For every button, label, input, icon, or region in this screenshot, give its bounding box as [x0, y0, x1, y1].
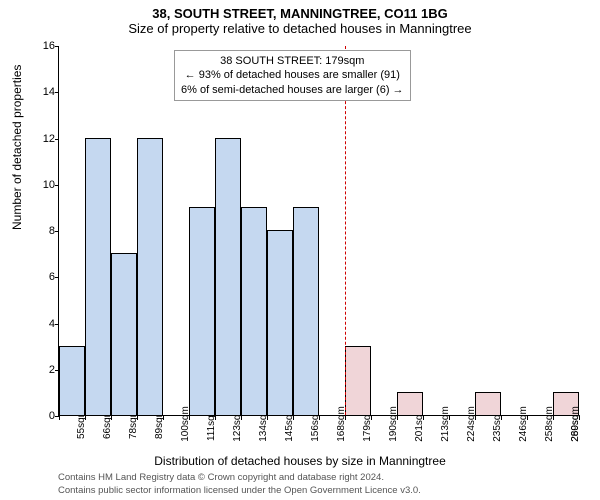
ytick-label: 16 [29, 40, 55, 52]
ytick-label: 6 [29, 271, 55, 283]
xtick-label: 213sqm [440, 406, 451, 442]
ytick-mark [55, 92, 59, 93]
histogram-bar [293, 207, 319, 415]
xtick-mark [111, 416, 112, 420]
footer-line1: Contains HM Land Registry data © Crown c… [58, 472, 421, 484]
xtick-mark [371, 416, 372, 420]
ytick-mark [55, 46, 59, 47]
ytick-label: 2 [29, 364, 55, 376]
ytick-label: 4 [29, 318, 55, 330]
footer-attribution: Contains HM Land Registry data © Crown c… [58, 472, 421, 497]
callout-line3: 6% of semi-detached houses are larger (6… [181, 83, 404, 97]
xtick-label: 280sqm [570, 406, 581, 442]
histogram-bar [345, 346, 371, 415]
histogram-bar [241, 207, 267, 415]
xtick-mark [423, 416, 424, 420]
xtick-mark [449, 416, 450, 420]
chart-subtitle: Size of property relative to detached ho… [0, 21, 600, 40]
histogram-bar [111, 253, 137, 415]
y-axis-label: Number of detached properties [10, 65, 24, 230]
ytick-mark [55, 139, 59, 140]
callout-box: 38 SOUTH STREET: 179sqm← 93% of detached… [174, 50, 411, 101]
x-axis-label: Distribution of detached houses by size … [0, 454, 600, 468]
ytick-mark [55, 324, 59, 325]
ytick-mark [55, 185, 59, 186]
xtick-mark [163, 416, 164, 420]
chart-title: 38, SOUTH STREET, MANNINGTREE, CO11 1BG [0, 0, 600, 21]
xtick-mark [215, 416, 216, 420]
histogram-bar [189, 207, 215, 415]
callout-line1: 38 SOUTH STREET: 179sqm [181, 54, 404, 68]
histogram-bar [267, 230, 293, 415]
footer-line2: Contains public sector information licen… [58, 485, 421, 497]
ytick-label: 8 [29, 225, 55, 237]
threshold-marker-line [345, 46, 346, 415]
callout-line2: ← 93% of detached houses are smaller (91… [181, 68, 404, 82]
xtick-label: 246sqm [518, 406, 529, 442]
xtick-mark [553, 416, 554, 420]
histogram-bar [137, 138, 163, 416]
xtick-mark [501, 416, 502, 420]
xtick-mark [345, 416, 346, 420]
histogram-bar [59, 346, 85, 415]
xtick-mark [241, 416, 242, 420]
xtick-mark [397, 416, 398, 420]
histogram-bar [85, 138, 111, 416]
histogram-bar [397, 392, 423, 415]
chart-plot-area: 024681012141655sqm66sqm78sqm89sqm100sqm1… [58, 46, 578, 416]
xtick-mark [59, 416, 60, 420]
histogram-bar [475, 392, 501, 415]
ytick-mark [55, 277, 59, 278]
ytick-label: 14 [29, 86, 55, 98]
xtick-mark [475, 416, 476, 420]
ytick-mark [55, 231, 59, 232]
histogram-bar [215, 138, 241, 416]
xtick-mark [293, 416, 294, 420]
ytick-label: 0 [29, 410, 55, 422]
ytick-label: 10 [29, 179, 55, 191]
xtick-mark [319, 416, 320, 420]
xtick-mark [267, 416, 268, 420]
xtick-mark [85, 416, 86, 420]
xtick-mark [189, 416, 190, 420]
ytick-label: 12 [29, 133, 55, 145]
xtick-mark [527, 416, 528, 420]
xtick-mark [137, 416, 138, 420]
